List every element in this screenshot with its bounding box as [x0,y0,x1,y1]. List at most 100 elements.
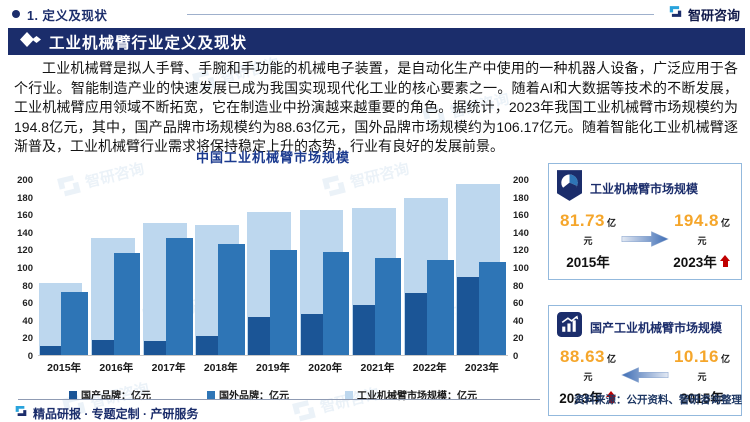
title-bar: 工业机械臂行业定义及现状 [8,28,745,55]
legend-item-total: 工业机械臂市场规模：亿元 [345,387,477,402]
bar-foreign-2018年 [218,244,245,355]
brand-logo: 智研咨询 [668,4,740,24]
stat-card-domestic-market: 国产工业机械臂市场规模 88.63 亿元 2023年 10.16 亿元 2015年 [548,305,742,416]
bar-foreign-2022年 [427,260,454,355]
value-year: 2023年 [559,391,603,406]
bar-foreign-2021年 [374,258,402,355]
body-paragraph: 工业机械臂是拟人手臂、手腕和手功能的机械电子装置，是自动化生产中使用的一种机器人… [14,60,738,154]
value-number: 81.73 [559,211,606,230]
y-tick-80: 80 [513,280,524,292]
y-tick-140: 140 [17,227,33,239]
bar-domestic-2018年 [196,336,219,355]
x-label-2016年: 2016年 [99,362,134,374]
x-label-2015年: 2015年 [47,362,82,374]
chart-plot-row: 0 20 40 60 80 100 120 140 160 180 200 0 20 40 60 80 100… [8,175,538,362]
bullet-dot-icon [12,10,20,18]
increase-arrow-icon [605,391,617,403]
x-label-2023年: 2023年 [464,362,499,374]
value-start: 10.16 亿元 2015年 [671,347,733,407]
bar-domestic-2016年 [91,339,114,355]
value-number: 194.8 [673,211,720,230]
card-header: 国产工业机械臂市场规模 [557,312,733,342]
zhiyan-logo-icon [668,4,683,24]
legend-swatch-icon [207,390,215,399]
value-unit: 亿元 [697,218,731,246]
bar-group-2019年 [247,180,299,355]
value-number: 10.16 [673,347,720,366]
value-end: 88.63 亿元 2023年 [557,347,619,407]
bar-domestic-2019年 [248,317,271,355]
value-year: 2015年 [566,255,610,270]
chart-legend: 国产品牌：亿元 国外品牌：亿元 工业机械臂市场规模：亿元 [8,387,538,402]
legend-item-foreign: 国外品牌：亿元 [207,387,289,402]
card-title: 工业机械臂市场规模 [590,181,699,196]
legend-label: 工业机械臂市场规模：亿元 [357,391,477,402]
footer-divider [18,399,540,400]
bar-foreign-2023年 [479,261,506,355]
card-header: 工业机械臂市场规模 [557,170,733,206]
source-note: 资料来源：公开资料、智研咨询整理 [574,394,742,406]
section-label: 1. 定义及现状 [27,8,108,23]
value-unit: 亿元 [583,218,617,246]
stat-cards: 工业机械臂市场规模 81.73 亿元 2015年 194.8 亿元 2023年 [548,163,742,416]
y-tick-140: 140 [513,227,529,239]
bar-group-2015年 [38,180,90,355]
y-tick-180: 180 [513,192,529,204]
legend-swatch-icon [345,390,353,399]
bar-group-2020年 [299,180,351,355]
value-year: 2015年 [680,391,724,406]
y-tick-100: 100 [17,263,33,274]
page-title: 工业机械臂行业定义及现状 [49,34,248,52]
increase-arrow-icon [719,255,731,267]
y-tick-20: 20 [513,333,524,345]
tagline-text: 精品研报 · 专题定制 · 产研服务 [33,407,199,421]
page-header: 1. 定义及现状 智研咨询 [12,4,740,24]
y-axis-right: 0 20 40 60 80 100 120 140 160 180 200 [508,175,538,362]
legend-swatch-icon [69,390,77,399]
y-tick-60: 60 [22,298,33,310]
value-unit: 亿元 [697,354,731,382]
line-chart-badge-icon [557,312,582,342]
bar-foreign-2015年 [61,292,89,355]
value-year: 2023年 [673,255,717,270]
value-start: 81.73 亿元 2015年 [557,211,619,271]
y-tick-200: 200 [513,175,529,186]
bar-foreign-2016年 [113,252,141,355]
card-values: 81.73 亿元 2015年 194.8 亿元 2023年 [557,211,733,271]
bar-foreign-2020年 [322,251,350,355]
bar-domestic-2020年 [300,313,323,355]
y-tick-120: 120 [513,245,529,257]
y-tick-60: 60 [513,298,524,310]
x-label-2021年: 2021年 [360,362,395,374]
y-axis-left: 0 20 40 60 80 100 120 140 160 180 200 [8,175,38,362]
pie-chart-badge-icon [557,170,582,206]
x-label-2018年: 2018年 [203,362,238,374]
value-end: 194.8 亿元 2023年 [671,211,733,271]
y-tick-40: 40 [22,315,33,327]
y-tick-160: 160 [513,210,529,222]
bar-domestic-2015年 [39,346,62,355]
y-tick-180: 180 [17,192,33,204]
stat-card-total-market: 工业机械臂市场规模 81.73 亿元 2015年 194.8 亿元 2023年 [548,163,742,280]
bar-domestic-2022年 [405,293,428,355]
trend-arrow-right-icon [621,228,669,255]
bar-group-2023年 [456,180,508,355]
legend-label: 国产品牌：亿元 [81,391,151,402]
footer-tagline: 精品研报 · 专题定制 · 产研服务 [14,404,198,422]
bar-domestic-2017年 [144,340,166,355]
bar-domestic-2021年 [352,304,375,355]
card-values: 88.63 亿元 2023年 10.16 亿元 2015年 [557,347,733,407]
legend-item-domestic: 国产品牌：亿元 [69,387,151,402]
legend-label: 国外品牌：亿元 [219,391,289,402]
bar-group-2017年 [142,180,194,355]
card-title: 国产工业机械臂市场规模 [590,320,723,335]
y-tick-20: 20 [22,333,33,345]
bar-group-2021年 [351,180,403,355]
y-tick-0: 0 [27,351,33,362]
bar-group-2022年 [404,180,456,355]
bar-foreign-2019年 [270,250,297,355]
y-tick-120: 120 [17,245,33,257]
x-label-2017年: 2017年 [151,362,186,374]
x-label-2020年: 2020年 [308,362,343,374]
